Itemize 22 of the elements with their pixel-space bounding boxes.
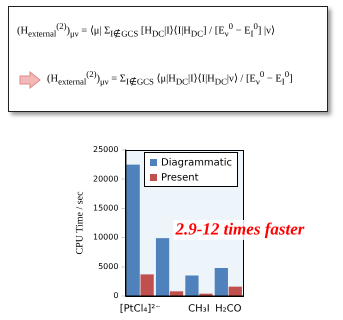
y-tick-label: 10000 xyxy=(92,232,118,242)
bar xyxy=(170,291,184,296)
x-tick-label: H₂CO xyxy=(215,304,242,315)
y-tick-label: 25000 xyxy=(92,145,118,154)
text: (H$_{external}$$^{(2)}$)$_{μν}$ = Σ$_{I∉GCS}$ ⟨μ|H$_{DC}$|I⟩⟨I|H$_{DC}$|ν⟩ / [E$_{ν}$$^{0}$ − E$_{I}$$^{0}$] xyxy=(47,69,293,87)
x-tick-label: [PtCl₄]²⁻ xyxy=(120,304,161,315)
bar xyxy=(185,276,199,296)
x-tick-label: CH₃I xyxy=(188,304,210,315)
bar xyxy=(156,238,170,296)
y-tick-label: 20000 xyxy=(92,174,118,184)
y-tick-label: 15000 xyxy=(92,203,118,212)
legend-label: Present xyxy=(161,172,199,184)
y-tick-label: 0 xyxy=(113,291,118,300)
bar xyxy=(228,286,242,296)
bar xyxy=(140,274,154,296)
y-tick-label: 5000 xyxy=(98,262,118,271)
annotation: 2.9-12 times faster xyxy=(174,219,305,238)
bar xyxy=(126,164,140,296)
y-axis-title: CPU Time / sec xyxy=(74,190,86,255)
text: (H$_{external}$$^{(2)}$)$_{μν}$ = ⟨μ| Σ$_{I∉GCS}$ [H$_{DC}$|I⟩⟨I|H$_{DC}$] / [E$_{ν}$$^{0}$ − E$_{I}$$^{0}$] |ν⟩ xyxy=(17,21,275,39)
bar xyxy=(214,268,228,296)
legend-label: Diagrammatic xyxy=(161,158,232,169)
